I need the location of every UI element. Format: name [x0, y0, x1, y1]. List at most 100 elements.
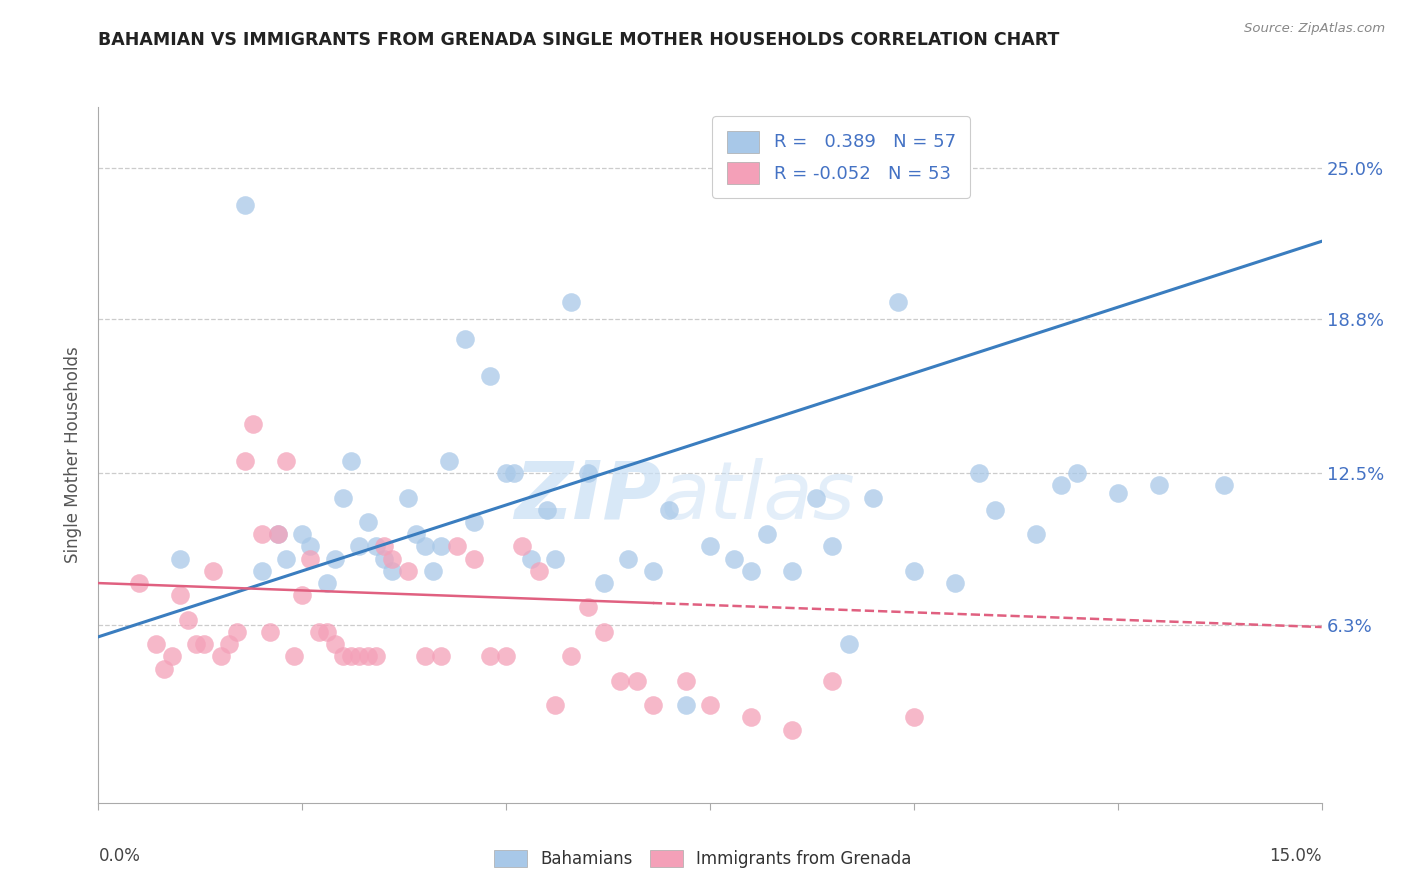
Point [177, 613, 200, 627]
Point [291, 527, 314, 541]
Point [250, 527, 273, 541]
Point [373, 540, 395, 554]
Point [593, 624, 616, 639]
Point [544, 698, 567, 713]
Point [560, 295, 582, 310]
Point [396, 564, 419, 578]
Point [413, 540, 436, 554]
Point [503, 467, 526, 481]
Point [128, 576, 150, 591]
Point [226, 624, 249, 639]
Point [381, 564, 404, 578]
Point [323, 637, 346, 651]
Text: Source: ZipAtlas.com: Source: ZipAtlas.com [1244, 22, 1385, 36]
Point [437, 454, 460, 468]
Point [512, 540, 534, 554]
Point [903, 710, 925, 724]
Point [160, 649, 183, 664]
Point [1147, 478, 1170, 492]
Point [145, 637, 167, 651]
Point [274, 551, 297, 566]
Point [299, 540, 322, 554]
Point [723, 551, 745, 566]
Point [299, 551, 322, 566]
Point [838, 637, 860, 651]
Point [332, 491, 354, 505]
Text: atlas: atlas [661, 458, 856, 536]
Point [699, 540, 721, 554]
Point [626, 673, 648, 688]
Point [886, 295, 908, 310]
Point [593, 576, 616, 591]
Point [1107, 485, 1129, 500]
Point [332, 649, 354, 664]
Point [821, 673, 844, 688]
Point [495, 649, 517, 664]
Point [430, 540, 453, 554]
Point [454, 332, 477, 346]
Point [1212, 478, 1234, 492]
Point [967, 467, 990, 481]
Point [903, 564, 925, 578]
Point [519, 551, 541, 566]
Point [609, 673, 631, 688]
Text: 15.0%: 15.0% [1270, 847, 1322, 864]
Legend: R =   0.389   N = 57, R = -0.052   N = 53: R = 0.389 N = 57, R = -0.052 N = 53 [713, 116, 970, 198]
Point [1025, 527, 1047, 541]
Point [152, 661, 174, 675]
Legend: Bahamians, Immigrants from Grenada: Bahamians, Immigrants from Grenada [488, 843, 918, 875]
Point [291, 588, 314, 602]
Point [463, 551, 485, 566]
Point [780, 723, 803, 737]
Point [315, 576, 337, 591]
Point [373, 551, 395, 566]
Point [699, 698, 721, 713]
Point [430, 649, 453, 664]
Point [1049, 478, 1071, 492]
Text: BAHAMIAN VS IMMIGRANTS FROM GRENADA SINGLE MOTHER HOUSEHOLDS CORRELATION CHART: BAHAMIAN VS IMMIGRANTS FROM GRENADA SING… [98, 31, 1060, 49]
Point [340, 649, 363, 664]
Point [478, 649, 501, 664]
Point [218, 637, 240, 651]
Point [862, 491, 884, 505]
Point [267, 527, 290, 541]
Point [446, 540, 468, 554]
Point [315, 624, 337, 639]
Point [349, 540, 371, 554]
Point [283, 649, 305, 664]
Point [308, 624, 330, 639]
Point [340, 454, 363, 468]
Point [233, 454, 256, 468]
Text: 0.0%: 0.0% [98, 847, 141, 864]
Point [169, 551, 191, 566]
Point [576, 600, 599, 615]
Point [821, 540, 844, 554]
Point [1066, 467, 1088, 481]
Point [536, 503, 558, 517]
Point [267, 527, 290, 541]
Point [274, 454, 297, 468]
Point [396, 491, 419, 505]
Y-axis label: Single Mother Households: Single Mother Households [65, 347, 83, 563]
Point [405, 527, 427, 541]
Point [984, 503, 1007, 517]
Point [675, 698, 697, 713]
Point [413, 649, 436, 664]
Point [259, 624, 281, 639]
Point [804, 491, 827, 505]
Point [422, 564, 444, 578]
Point [740, 710, 762, 724]
Point [527, 564, 550, 578]
Point [740, 564, 762, 578]
Point [780, 564, 803, 578]
Point [658, 503, 681, 517]
Point [943, 576, 966, 591]
Point [349, 649, 371, 664]
Point [242, 417, 264, 432]
Point [617, 551, 640, 566]
Point [250, 564, 273, 578]
Point [356, 515, 378, 529]
Point [201, 564, 224, 578]
Point [576, 467, 599, 481]
Point [209, 649, 232, 664]
